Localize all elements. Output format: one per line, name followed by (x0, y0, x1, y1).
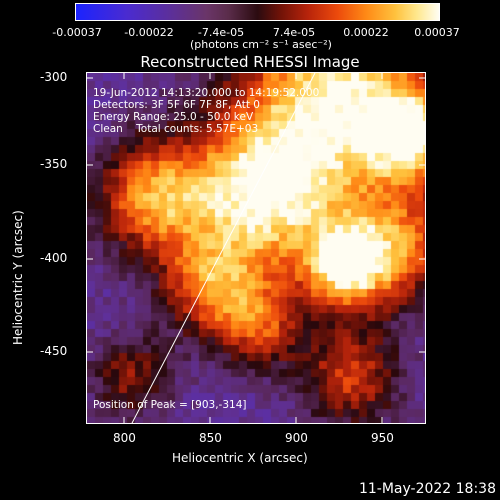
x-tick-label: 800 (113, 431, 136, 445)
annotation-peak-position: Position of Peak = [903,-314] (93, 399, 247, 411)
colorbar-tick: -7.4e-05 (197, 26, 245, 39)
annotation-time-range: 19-Jun-2012 14:13:20.000 to 14:19:52.000 (93, 87, 320, 99)
annotation-energy-range: Energy Range: 25.0 - 50.0 keV (93, 111, 254, 123)
colorbar (75, 3, 440, 21)
y-tick-label: -400 (40, 251, 68, 265)
colorbar-tick: -0.00037 (52, 26, 102, 39)
y-tick-label: -300 (40, 70, 68, 84)
colorbar-tick: -0.00022 (124, 26, 174, 39)
rhessi-image (87, 73, 425, 423)
colorbar-tick: 0.00022 (343, 26, 389, 39)
x-tick-label: 850 (199, 431, 222, 445)
y-tick-label: -350 (40, 157, 68, 171)
annotation-detectors: Detectors: 3F 5F 6F 7F 8F, Att 0 (93, 99, 260, 111)
x-axis-label: Heliocentric X (arcsec) (172, 451, 308, 465)
colorbar-tick: 0.00037 (414, 26, 460, 39)
y-tick-label: -450 (40, 344, 68, 358)
image-plot-area: 19-Jun-2012 14:13:20.000 to 14:19:52.000… (86, 72, 426, 424)
x-tick-label: 900 (285, 431, 308, 445)
limb-line (131, 73, 316, 423)
y-axis-label: Heliocentric Y (arcsec) (11, 210, 25, 345)
plot-title: Reconstructed RHESSI Image (140, 53, 360, 71)
colorbar-unit-label: (photons cm⁻² s⁻¹ asec⁻²) (190, 38, 332, 51)
annotation-algorithm-counts: Clean Total counts: 5.57E+03 (93, 123, 259, 135)
timestamp: 11-May-2022 18:38 (358, 481, 496, 497)
x-tick-label: 950 (371, 431, 394, 445)
colorbar-tick: 7.4e-05 (272, 26, 316, 39)
